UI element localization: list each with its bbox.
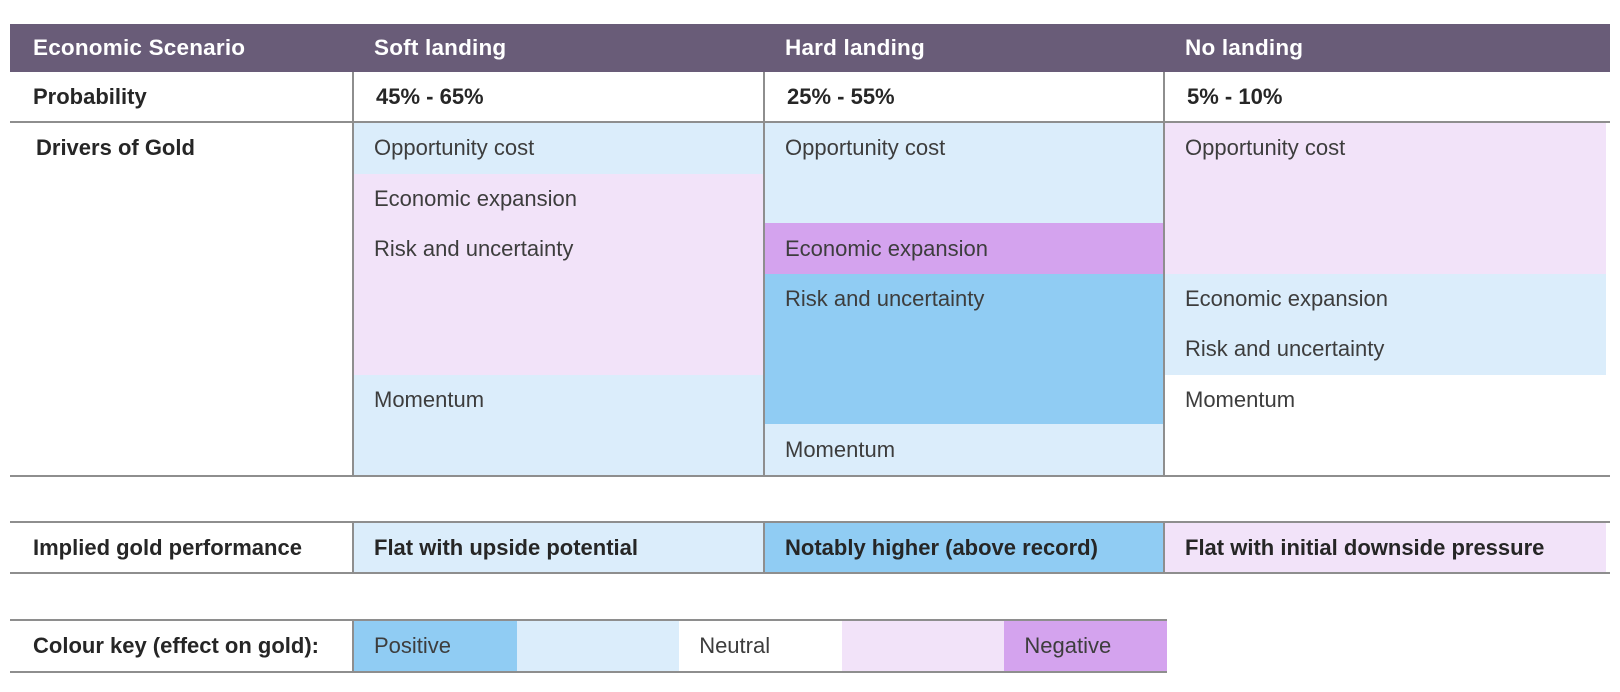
header-no-landing: No landing <box>1185 35 1304 60</box>
implied-soft-landing: Flat with upside potential <box>354 523 763 572</box>
driver-cell-expansion-risk: Economic expansion Risk and uncertainty <box>354 173 763 375</box>
column-divider <box>352 72 354 121</box>
column-divider <box>1163 72 1165 121</box>
driver-cell-economic-expansion: Economic expansion <box>765 223 1163 274</box>
column-divider <box>1163 523 1165 572</box>
driver-label: Economic expansion <box>374 185 578 211</box>
colour-key-label: Colour key (effect on gold): <box>10 621 352 671</box>
column-divider <box>352 123 354 475</box>
driver-cell-opportunity-cost: Opportunity cost <box>354 123 763 174</box>
implied-no-landing: Flat with initial downside pressure <box>1165 523 1606 572</box>
drivers-row: Drivers of Gold Opportunity cost Economi… <box>10 123 1610 477</box>
driver-cell-momentum: Momentum <box>354 374 763 475</box>
drivers-no-landing: Opportunity cost Economic expansion Risk… <box>1165 123 1606 475</box>
driver-label: Opportunity cost <box>374 135 535 161</box>
key-swatch-negative-strong: Negative <box>1004 621 1167 671</box>
drivers-label: Drivers of Gold <box>36 135 195 161</box>
driver-label: Risk and uncertainty <box>374 236 574 262</box>
column-divider <box>352 621 354 671</box>
key-swatch-negative-mild <box>841 621 1005 671</box>
implied-label: Implied gold performance <box>10 523 352 572</box>
key-swatch-positive-strong: Positive <box>354 621 517 671</box>
driver-label: Opportunity cost <box>1185 135 1346 161</box>
driver-cell-momentum: Momentum <box>765 424 1163 475</box>
column-divider <box>352 523 354 572</box>
driver-label: Momentum <box>1185 386 1296 412</box>
implied-hard-landing: Notably higher (above record) <box>765 523 1163 572</box>
probability-label: Probability <box>33 83 147 109</box>
drivers-label-cell: Drivers of Gold <box>10 123 352 475</box>
key-swatch-neutral: Neutral <box>679 621 842 671</box>
column-divider <box>763 123 765 475</box>
driver-label: Momentum <box>374 386 485 412</box>
driver-cell-momentum: Momentum <box>1165 374 1606 475</box>
driver-label: Momentum <box>785 436 896 462</box>
colour-key-row: Colour key (effect on gold): Positive Ne… <box>10 619 1167 673</box>
driver-label: Opportunity cost <box>785 135 946 161</box>
driver-label: Risk and uncertainty <box>785 286 985 312</box>
driver-cell-risk-uncertainty: Risk and uncertainty <box>765 273 1163 425</box>
column-divider <box>763 523 765 572</box>
table-header-row: Economic Scenario Soft landing Hard land… <box>10 24 1610 72</box>
drivers-hard-landing: Opportunity cost Economic expansion Risk… <box>765 123 1163 475</box>
driver-cell-expansion-risk: Economic expansion Risk and uncertainty <box>1165 273 1606 375</box>
probability-soft-landing: 45% - 65% <box>376 83 484 109</box>
driver-cell-opportunity-cost: Opportunity cost <box>1165 123 1606 274</box>
key-swatch-positive-mild <box>516 621 680 671</box>
driver-cell-opportunity-cost: Opportunity cost <box>765 123 1163 224</box>
column-divider <box>1163 123 1165 475</box>
drivers-soft-landing: Opportunity cost Economic expansion Risk… <box>354 123 763 475</box>
driver-label: Economic expansion <box>1185 285 1389 311</box>
scenario-table: Economic Scenario Soft landing Hard land… <box>10 24 1610 477</box>
implied-performance-row: Implied gold performance Flat with upsid… <box>10 521 1610 574</box>
probability-hard-landing: 25% - 55% <box>787 83 895 109</box>
driver-label: Risk and uncertainty <box>1185 336 1385 362</box>
header-economic-scenario: Economic Scenario <box>33 35 246 60</box>
header-hard-landing: Hard landing <box>785 35 925 60</box>
column-divider <box>763 72 765 121</box>
driver-label: Economic expansion <box>785 235 989 261</box>
header-soft-landing: Soft landing <box>374 35 507 60</box>
probability-row: Probability 45% - 65% 25% - 55% 5% - 10% <box>10 72 1610 123</box>
probability-no-landing: 5% - 10% <box>1187 83 1283 109</box>
